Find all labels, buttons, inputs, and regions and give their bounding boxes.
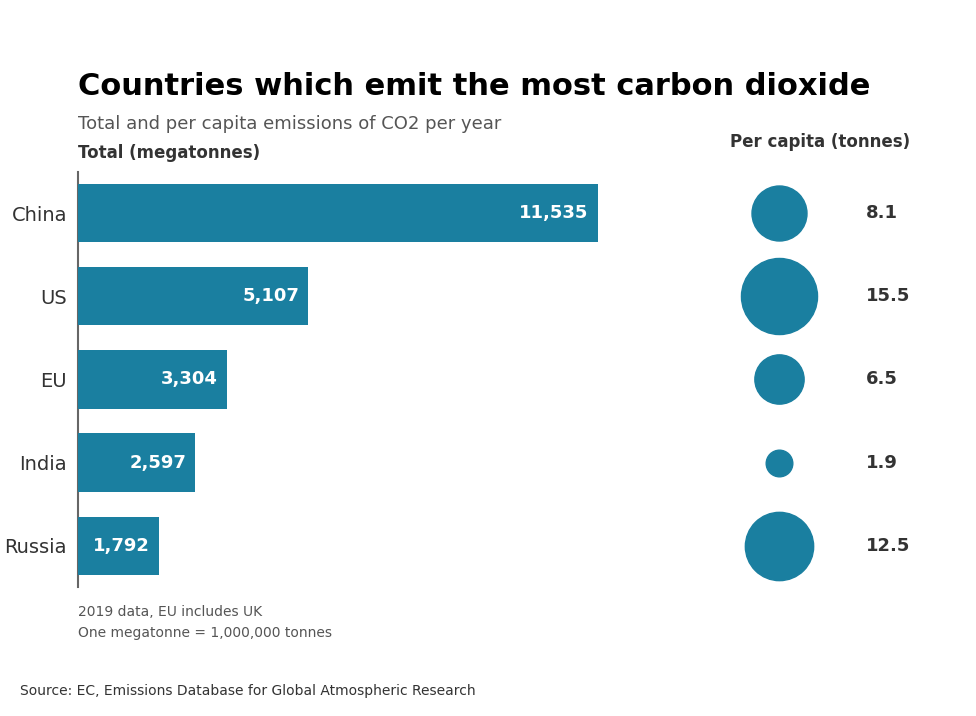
Text: 15.5: 15.5 [867,287,911,306]
Text: BBC: BBC [864,682,913,700]
Text: 1,792: 1,792 [93,536,149,555]
Text: 6.5: 6.5 [867,370,898,389]
Point [771,540,787,551]
Text: Per capita (tonnes): Per capita (tonnes) [730,133,910,151]
Text: Total and per capita emissions of CO2 per year: Total and per capita emissions of CO2 pe… [78,115,502,132]
Text: 2,597: 2,597 [129,453,186,472]
Text: 8.1: 8.1 [867,204,898,223]
Bar [78,184,597,243]
Text: Total (megatonnes): Total (megatonnes) [78,144,261,162]
Point [771,291,787,302]
Point [771,374,787,385]
Bar [78,350,226,409]
Text: 3,304: 3,304 [161,370,218,389]
Text: 2019 data, EU includes UK
One megatonne = 1,000,000 tonnes: 2019 data, EU includes UK One megatonne … [78,605,332,639]
Bar [78,433,195,492]
Text: 1.9: 1.9 [867,453,898,472]
Bar [78,516,159,575]
Text: 12.5: 12.5 [867,536,911,555]
Text: Countries which emit the most carbon dioxide: Countries which emit the most carbon dio… [78,72,871,101]
Bar [78,267,308,326]
Point [771,457,787,468]
Text: 11,535: 11,535 [519,204,589,223]
Point [771,208,787,219]
Text: 5,107: 5,107 [242,287,299,306]
Text: Source: EC, Emissions Database for Global Atmospheric Research: Source: EC, Emissions Database for Globa… [20,684,475,698]
